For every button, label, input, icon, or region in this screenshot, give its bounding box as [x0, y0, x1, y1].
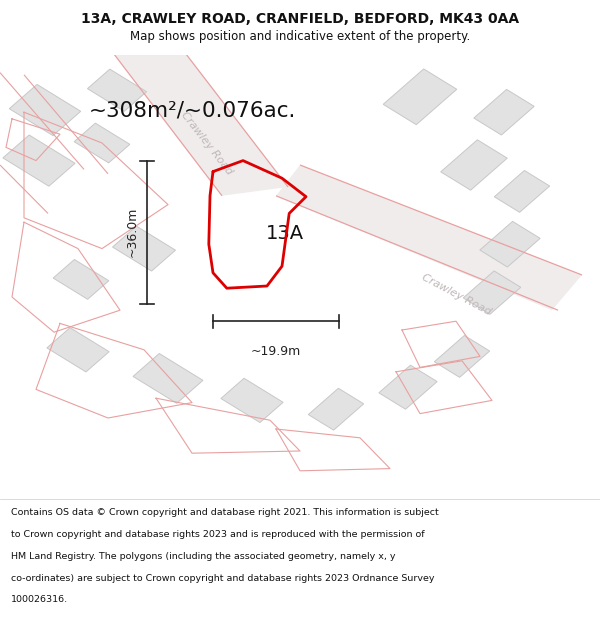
Polygon shape: [276, 165, 582, 310]
Text: ~36.0m: ~36.0m: [125, 207, 139, 258]
Polygon shape: [53, 259, 109, 299]
Polygon shape: [88, 69, 146, 111]
Polygon shape: [480, 221, 540, 267]
Polygon shape: [47, 328, 109, 372]
Polygon shape: [379, 365, 437, 409]
Polygon shape: [494, 171, 550, 212]
Polygon shape: [474, 89, 534, 135]
Text: Crawley Road: Crawley Road: [179, 109, 235, 176]
Text: Contains OS data © Crown copyright and database right 2021. This information is : Contains OS data © Crown copyright and d…: [11, 508, 439, 517]
Text: co-ordinates) are subject to Crown copyright and database rights 2023 Ordnance S: co-ordinates) are subject to Crown copyr…: [11, 574, 434, 582]
Polygon shape: [463, 271, 521, 314]
Polygon shape: [9, 84, 81, 136]
Polygon shape: [221, 378, 283, 423]
Polygon shape: [383, 69, 457, 124]
Polygon shape: [108, 46, 288, 196]
Text: HM Land Registry. The polygons (including the associated geometry, namely x, y: HM Land Registry. The polygons (includin…: [11, 552, 395, 561]
Text: 13A: 13A: [266, 224, 304, 243]
Text: 13A, CRAWLEY ROAD, CRANFIELD, BEDFORD, MK43 0AA: 13A, CRAWLEY ROAD, CRANFIELD, BEDFORD, M…: [81, 12, 519, 26]
Text: ~308m²/~0.076ac.: ~308m²/~0.076ac.: [88, 100, 296, 120]
Polygon shape: [3, 135, 75, 186]
Text: 100026316.: 100026316.: [11, 596, 68, 604]
Polygon shape: [113, 226, 175, 271]
Text: Crawley Road: Crawley Road: [419, 272, 493, 318]
Text: Map shows position and indicative extent of the property.: Map shows position and indicative extent…: [130, 30, 470, 43]
Polygon shape: [308, 388, 364, 430]
Text: ~19.9m: ~19.9m: [251, 346, 301, 358]
Polygon shape: [74, 123, 130, 163]
Polygon shape: [441, 140, 507, 190]
Polygon shape: [133, 354, 203, 403]
Polygon shape: [434, 336, 490, 377]
Text: to Crown copyright and database rights 2023 and is reproduced with the permissio: to Crown copyright and database rights 2…: [11, 530, 424, 539]
